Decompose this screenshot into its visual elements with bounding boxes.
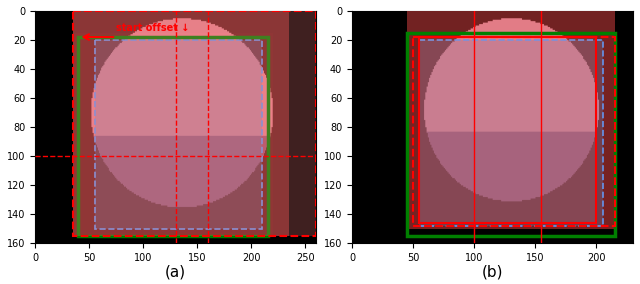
Text: start offset ↓: start offset ↓ [116,22,189,33]
Bar [419,37,596,223]
Bar [419,40,602,225]
Bar [407,33,615,229]
Bar [95,40,262,229]
Bar [73,11,289,236]
Title: (a): (a) [165,264,186,279]
Bar [413,37,615,225]
Bar [73,11,316,236]
Title: (b): (b) [482,264,503,279]
Bar [73,33,273,236]
Bar [407,11,615,229]
Bar [79,37,268,236]
Bar [407,33,615,236]
